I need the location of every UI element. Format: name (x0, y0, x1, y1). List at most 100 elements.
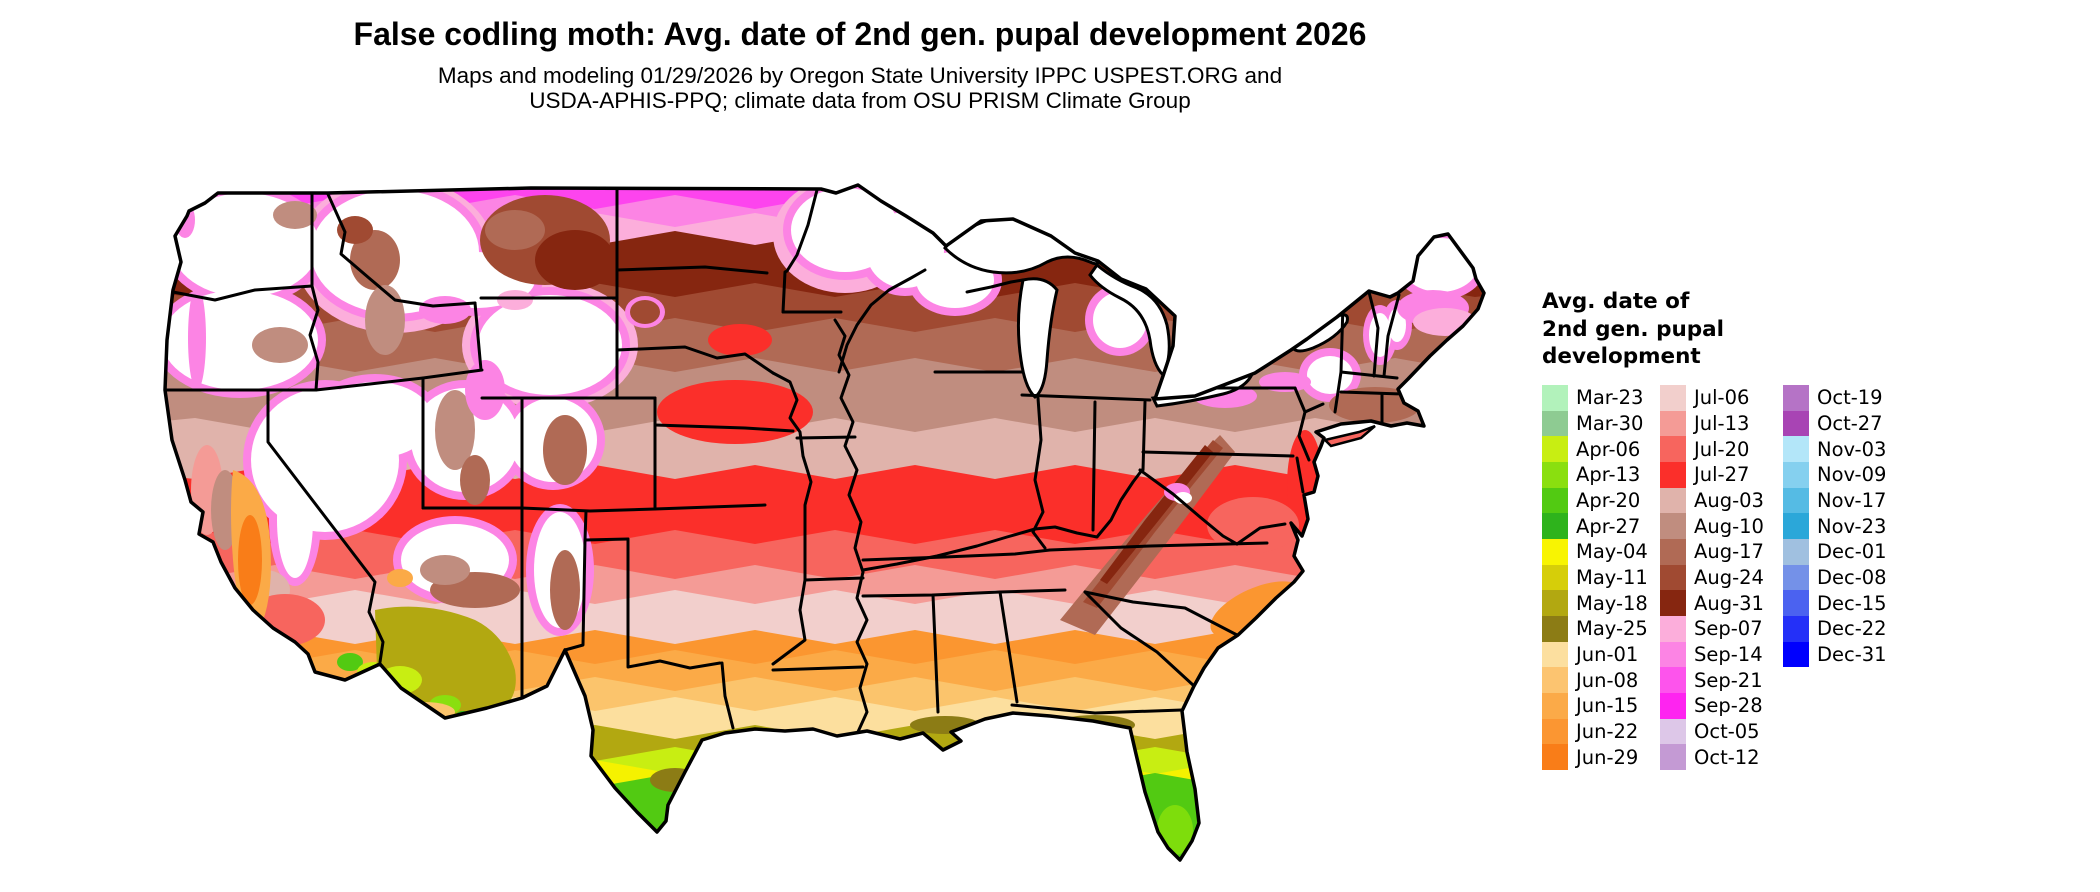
legend-item: Nov-03 (1783, 436, 1933, 462)
legend-swatch (1542, 744, 1568, 770)
legend-date-label: Jul-27 (1694, 463, 1750, 487)
legend-date-label: Apr-27 (1576, 514, 1641, 538)
legend-item: May-11 (1542, 564, 1660, 591)
legend-item: May-25 (1542, 615, 1660, 642)
legend-swatch (1783, 461, 1809, 488)
legend-title-block: Avg. date of 2nd gen. pupal development (1542, 288, 1724, 371)
legend-date-label: Mar-23 (1576, 386, 1644, 410)
legend-item: Aug-03 (1660, 487, 1783, 514)
legend-item: Aug-31 (1660, 590, 1783, 616)
legend-item: Dec-15 (1783, 590, 1933, 616)
legend-item: Dec-08 (1783, 564, 1933, 591)
legend-date-label: Jul-06 (1694, 386, 1750, 410)
legend-date-label: Oct-27 (1817, 411, 1883, 435)
legend-item: Oct-27 (1783, 410, 1933, 437)
legend-date-label: Jul-13 (1694, 411, 1750, 435)
legend-item: Jul-13 (1660, 410, 1783, 437)
legend-item: Jun-22 (1542, 718, 1660, 745)
legend-swatch (1660, 667, 1686, 693)
legend-item: Jun-08 (1542, 667, 1660, 693)
legend-date-label: Dec-08 (1817, 565, 1887, 589)
legend-item: Dec-01 (1783, 538, 1933, 565)
legend-item: Apr-13 (1542, 461, 1660, 488)
legend-item: Nov-23 (1783, 513, 1933, 539)
legend-column: Mar-23 Mar-30 Apr-06 Apr-13 Apr-20 Apr-27 May-… (1542, 385, 1660, 770)
legend-swatch (1660, 718, 1686, 745)
legend-item: Mar-23 (1542, 385, 1660, 411)
legend-swatch (1660, 692, 1686, 719)
legend-item: Jun-29 (1542, 744, 1660, 770)
map-mountain-mottling (252, 195, 660, 630)
legend-swatch (1542, 385, 1568, 411)
legend-swatch (1542, 538, 1568, 565)
legend-date-label: Aug-24 (1694, 565, 1764, 589)
legend-date-label: Sep-14 (1694, 642, 1763, 666)
legend-swatch (1542, 461, 1568, 488)
legend-swatch (1783, 436, 1809, 462)
subtitle-line-1: Maps and modeling 01/29/2026 by Oregon S… (437, 63, 1283, 88)
legend-swatch (1783, 410, 1809, 437)
subtitle-line-2: USDA-APHIS-PPQ; climate data from OSU PR… (529, 88, 1191, 113)
legend-date-label: Mar-30 (1576, 411, 1644, 435)
legend-swatch (1783, 590, 1809, 616)
legend-swatch (1660, 436, 1686, 462)
legend-item: Jun-15 (1542, 692, 1660, 719)
legend-item: Jul-06 (1660, 385, 1783, 411)
legend-date-label: Jun-29 (1576, 745, 1639, 769)
legend-date-label: Apr-13 (1576, 463, 1641, 487)
map-us-outline (163, 183, 1486, 862)
legend-date-label: Sep-28 (1694, 694, 1763, 718)
legend-date-label: Aug-17 (1694, 540, 1764, 564)
map-state-borders (165, 185, 1405, 736)
legend-item: Sep-21 (1660, 667, 1783, 693)
map-header: False codling moth: Avg. date of 2nd gen… (0, 16, 1720, 113)
legend-date-label: Oct-05 (1694, 719, 1760, 743)
legend-item: Jun-01 (1542, 641, 1660, 668)
legend-date-label: Aug-03 (1694, 488, 1764, 512)
legend-date-label: May-25 (1576, 617, 1648, 641)
legend-swatch (1783, 564, 1809, 591)
legend-item: Jul-20 (1660, 436, 1783, 462)
legend-date-label: May-04 (1576, 540, 1648, 564)
legend-date-label: Oct-19 (1817, 386, 1883, 410)
legend-date-label: Jun-01 (1576, 642, 1639, 666)
legend-column: Jul-06 Jul-13 Jul-20 Jul-27 Aug-03 Aug-10 Aug-… (1660, 385, 1783, 770)
us-choropleth-map (163, 183, 1486, 862)
legend-swatch (1660, 615, 1686, 642)
legend-date-label: May-18 (1576, 591, 1648, 615)
lake-michigan (1016, 277, 1059, 399)
legend-swatch (1542, 718, 1568, 745)
legend-swatch (1660, 744, 1686, 770)
legend-swatch (1542, 436, 1568, 462)
legend-swatch (1660, 564, 1686, 591)
legend-swatch (1542, 410, 1568, 437)
legend-swatch (1542, 564, 1568, 591)
legend: Mar-23 Mar-30 Apr-06 Apr-13 Apr-20 Apr-27 May-… (1542, 385, 1933, 770)
legend-swatch (1783, 385, 1809, 411)
legend-swatch (1660, 487, 1686, 514)
legend-item: Oct-12 (1660, 744, 1783, 770)
legend-swatch (1783, 641, 1809, 668)
legend-item: Sep-28 (1660, 692, 1783, 719)
legend-date-label: Nov-03 (1817, 437, 1887, 461)
legend-title-line: Avg. date of (1542, 289, 1690, 314)
legend-item: Mar-30 (1542, 410, 1660, 437)
legend-item: Oct-05 (1660, 718, 1783, 745)
legend-column: Oct-19 Oct-27 Nov-03 Nov-09 Nov-17 Nov-23 Dec-… (1783, 385, 1933, 770)
legend-swatch (1783, 513, 1809, 539)
legend-date-label: May-11 (1576, 565, 1648, 589)
legend-swatch (1783, 487, 1809, 514)
legend-item: Apr-06 (1542, 436, 1660, 462)
legend-date-label: Nov-17 (1817, 488, 1887, 512)
legend-item: Sep-07 (1660, 615, 1783, 642)
legend-item: Dec-22 (1783, 615, 1933, 642)
long-island (1322, 424, 1376, 448)
legend-date-label: Dec-15 (1817, 591, 1887, 615)
legend-swatch (1542, 667, 1568, 693)
legend-item: Aug-10 (1660, 513, 1783, 539)
legend-date-label: Jul-20 (1694, 437, 1750, 461)
legend-item: May-18 (1542, 590, 1660, 616)
legend-date-label: Jun-22 (1576, 719, 1639, 743)
legend-item: Aug-24 (1660, 564, 1783, 591)
legend-item: Jul-27 (1660, 461, 1783, 488)
